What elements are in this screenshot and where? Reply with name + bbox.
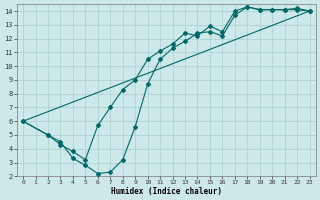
X-axis label: Humidex (Indice chaleur): Humidex (Indice chaleur)	[111, 187, 222, 196]
